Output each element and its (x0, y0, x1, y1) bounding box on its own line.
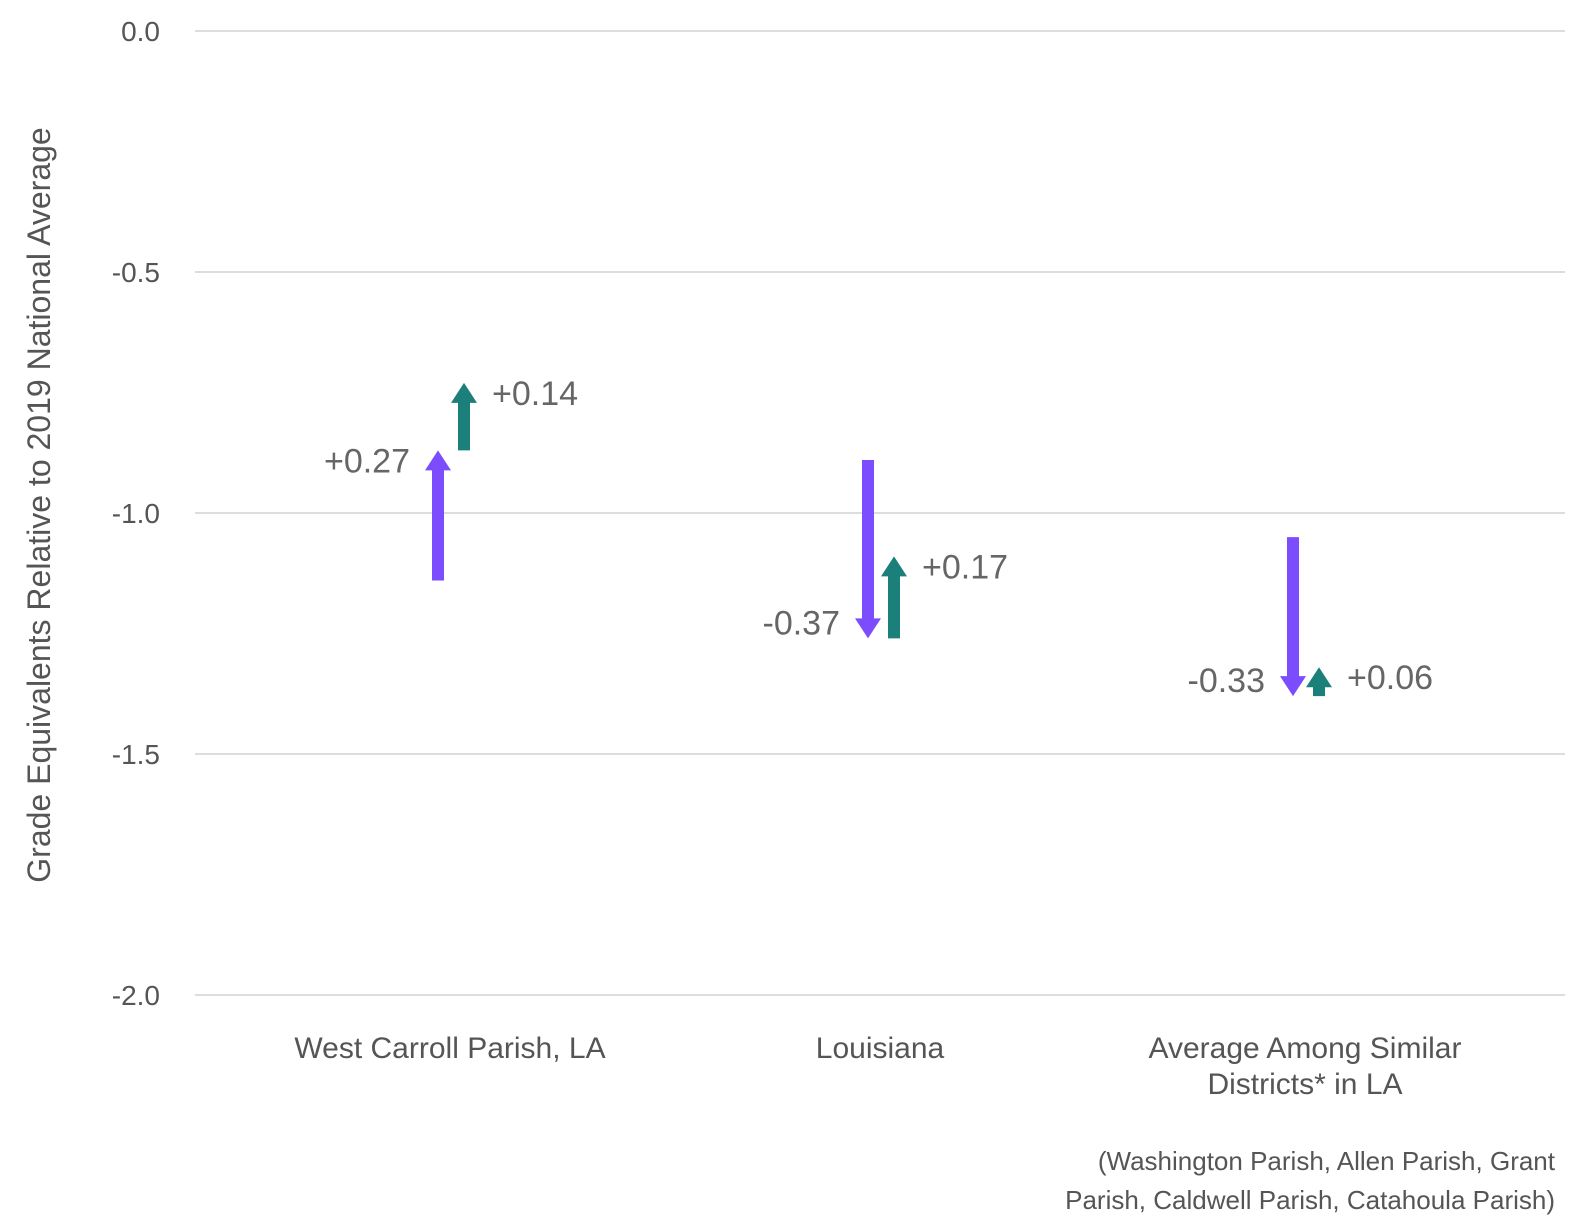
y-axis-ticks: 0.0 -0.5 -1.0 -1.5 -2.0 (112, 16, 160, 1011)
y-axis-title: Grade Equivalents Relative to 2019 Natio… (21, 127, 57, 882)
x-category-label: Districts* in LA (1207, 1068, 1402, 1101)
footnote-line: (Washington Parish, Allen Parish, Grant (1098, 1146, 1556, 1176)
y-tick-label: -2.0 (112, 980, 160, 1011)
y-tick-label: -1.0 (112, 498, 160, 529)
x-category-label: West Carroll Parish, LA (294, 1032, 605, 1065)
change-arrow-2019-2022 (425, 450, 451, 581)
y-tick-label: -1.5 (112, 739, 160, 770)
value-label: +0.17 (922, 548, 1008, 586)
arrows (425, 382, 1332, 697)
x-category-label: Average Among Similar (1149, 1032, 1462, 1065)
change-arrow-2019-2022 (855, 459, 881, 639)
value-label: -0.33 (1188, 662, 1266, 700)
change-arrow-2022-2023 (1306, 667, 1332, 697)
change-arrow-2019-2022 (1280, 537, 1306, 697)
y-tick-label: -0.5 (112, 257, 160, 288)
category-labels: West Carroll Parish, LA Louisiana Average … (294, 1032, 1461, 1101)
gridlines (195, 30, 1565, 996)
value-label: +0.06 (1347, 659, 1433, 697)
value-label: +0.27 (324, 442, 410, 480)
change-arrow-2022-2023 (881, 556, 907, 639)
value-labels: +0.27 -0.37 -0.33 +0.14 +0.17 +0.06 (324, 375, 1433, 700)
y-tick-label: 0.0 (121, 16, 160, 47)
change-arrow-2022-2023 (451, 382, 477, 451)
footnote: (Washington Parish, Allen Parish, Grant P… (1065, 1146, 1556, 1215)
x-category-label: Louisiana (816, 1032, 945, 1065)
value-label: +0.14 (492, 375, 578, 413)
value-label: -0.37 (763, 604, 841, 642)
footnote-line: Parish, Caldwell Parish, Catahoula Paris… (1065, 1185, 1555, 1215)
